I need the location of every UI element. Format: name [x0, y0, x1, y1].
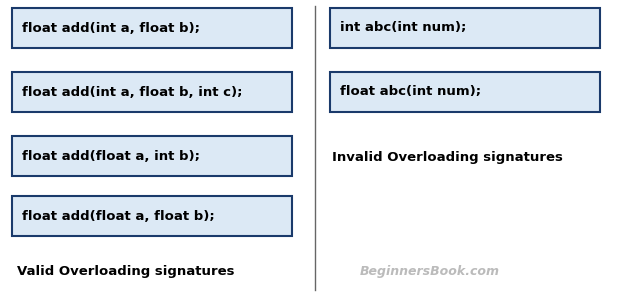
- Text: BeginnersBook.com: BeginnersBook.com: [360, 266, 500, 279]
- FancyBboxPatch shape: [330, 8, 600, 48]
- Text: Invalid Overloading signatures: Invalid Overloading signatures: [332, 152, 563, 165]
- Text: float abc(int num);: float abc(int num);: [340, 86, 481, 99]
- Text: float add(int a, float b, int c);: float add(int a, float b, int c);: [22, 86, 243, 99]
- Text: float add(float a, float b);: float add(float a, float b);: [22, 210, 215, 223]
- FancyBboxPatch shape: [12, 8, 292, 48]
- Text: float add(int a, float b);: float add(int a, float b);: [22, 22, 200, 35]
- FancyBboxPatch shape: [12, 72, 292, 112]
- FancyBboxPatch shape: [12, 136, 292, 176]
- FancyBboxPatch shape: [12, 196, 292, 236]
- Text: int abc(int num);: int abc(int num);: [340, 22, 466, 35]
- Text: Valid Overloading signatures: Valid Overloading signatures: [17, 266, 235, 279]
- FancyBboxPatch shape: [330, 72, 600, 112]
- Text: float add(float a, int b);: float add(float a, int b);: [22, 149, 200, 163]
